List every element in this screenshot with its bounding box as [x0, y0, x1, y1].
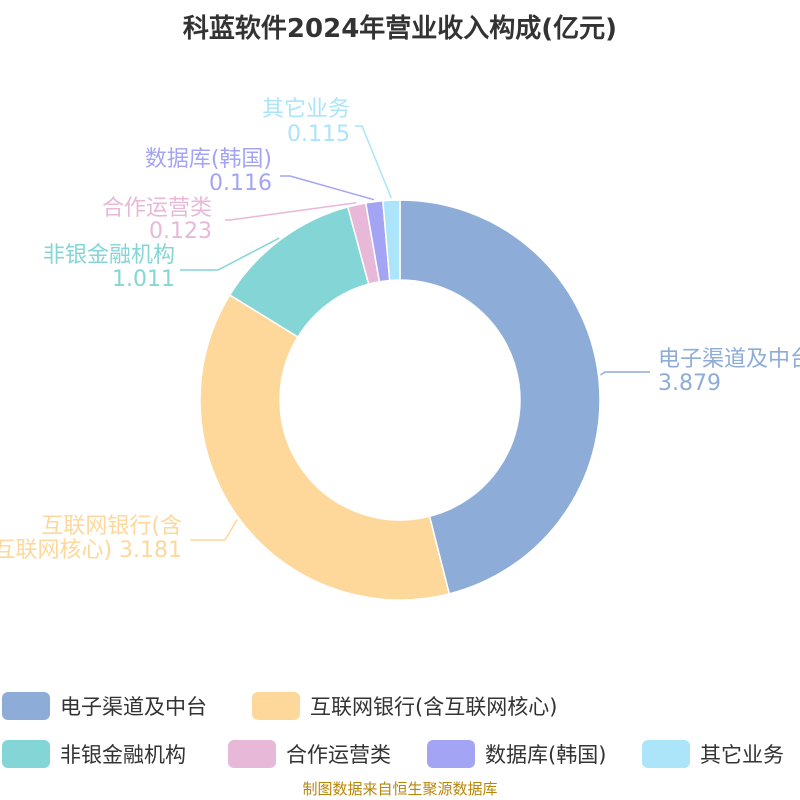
legend-label: 互联网银行(含互联网核心) — [310, 695, 558, 719]
legend-item-non-bank[interactable]: 非银金融机构 — [2, 736, 186, 772]
legend-label: 合作运营类 — [286, 743, 391, 767]
source-note: 制图数据来自恒生聚源数据库 — [302, 780, 498, 798]
legend-item-database-korea[interactable]: 数据库(韩国) — [427, 736, 606, 772]
donut-slice-5[interactable] — [382, 199, 401, 282]
legend-swatch — [252, 692, 300, 720]
legend-label: 电子渠道及中台 — [60, 695, 207, 719]
donut-slice-0[interactable] — [399, 199, 601, 595]
legend-label: 其它业务 — [700, 743, 784, 767]
slice-label-name: 非银金融机构 — [43, 243, 175, 268]
legend-item-internet-bank[interactable]: 互联网银行(含互联网核心) — [252, 688, 557, 724]
legend-item-other[interactable]: 其它业务 — [642, 736, 784, 772]
legend-row-1: 电子渠道及中台 互联网银行(含互联网核心) — [0, 688, 800, 724]
leader-line-4 — [280, 175, 375, 201]
slice-label-name: 其它业务 — [262, 97, 350, 122]
leader-line-5 — [355, 125, 393, 199]
leader-line-1 — [190, 519, 238, 541]
legend-label: 数据库(韩国) — [485, 743, 607, 767]
chart-title: 科蓝软件2024年营业收入构成(亿元) — [182, 14, 618, 44]
legend-item-electronic-channel[interactable]: 电子渠道及中台 — [2, 688, 207, 724]
legend-swatch — [427, 740, 475, 768]
donut-slice-1[interactable] — [199, 293, 451, 601]
legend-row-2: 非银金融机构 合作运营类 数据库(韩国) 其它业务 — [0, 736, 800, 772]
legend-label: 非银金融机构 — [60, 743, 186, 767]
leader-line-3 — [225, 202, 357, 221]
legend-swatch — [2, 692, 50, 720]
slice-label-name: 电子渠道及中台 — [658, 347, 800, 372]
legend-swatch — [2, 740, 50, 768]
legend-swatch — [228, 740, 276, 768]
slice-label-name: 互联网银行(含 — [41, 514, 182, 539]
slice-label-value: 0.123 — [149, 219, 212, 244]
legend-item-cooperation[interactable]: 合作运营类 — [228, 736, 391, 772]
slice-label-value: 0.116 — [209, 171, 272, 196]
slice-label-value: 1.011 — [112, 267, 175, 292]
leader-line-0 — [600, 371, 650, 376]
slice-label-name: 数据库(韩国) — [145, 147, 272, 172]
slice-label-name-value: 互联网核心) 3.181 — [0, 538, 182, 563]
slice-label-value: 3.879 — [658, 371, 721, 396]
legend-swatch — [642, 740, 690, 768]
leader-line-2 — [180, 237, 280, 271]
slice-label-value: 0.115 — [287, 122, 350, 147]
slice-label-name: 合作运营类 — [102, 196, 212, 221]
